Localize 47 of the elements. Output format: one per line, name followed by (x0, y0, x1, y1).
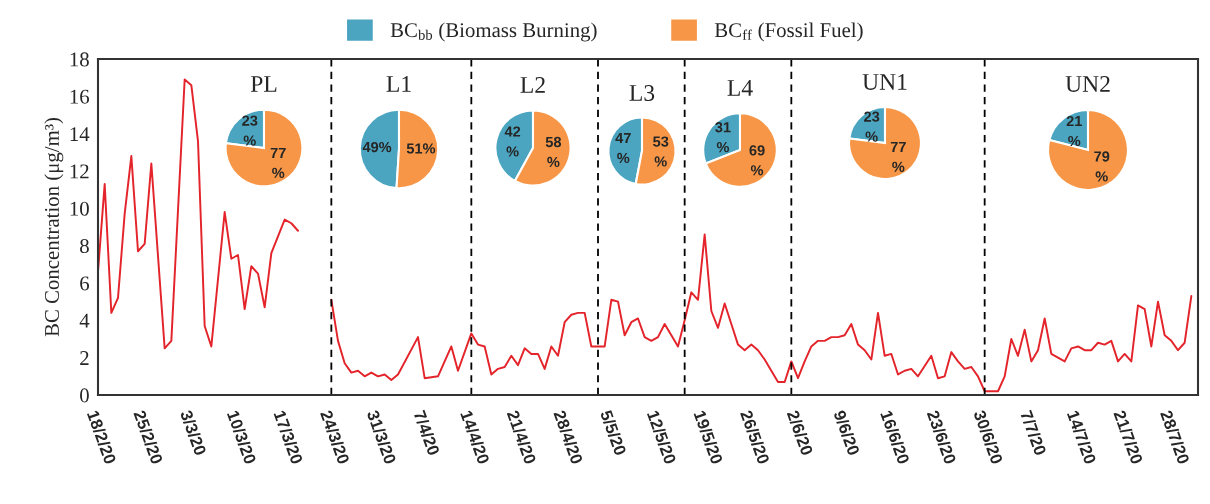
y-tick-label: 4 (79, 313, 90, 328)
y-tick-label: 0 (80, 388, 89, 403)
data-label: 77 % (890, 141, 906, 172)
data-label: 23 % (864, 111, 880, 142)
data-label: 42 % (504, 126, 521, 157)
pie-slice (847, 105, 923, 181)
data-label: 77 % (270, 147, 286, 178)
x-tick-label: 19/5/20 (693, 409, 724, 465)
chart-title: L4 (727, 80, 753, 96)
data-label: 47 % (615, 133, 631, 164)
y-tick-label: 12 (70, 164, 89, 179)
pie-slice (1046, 108, 1130, 192)
pie-slice (224, 108, 304, 188)
chart-title: L3 (629, 85, 655, 101)
data-label: 51% (406, 143, 436, 154)
y-tick-label: 6 (80, 276, 90, 291)
x-tick-label: 17/3/20 (273, 409, 304, 465)
data-label: 49% (362, 141, 392, 153)
y-tick-label: 8 (80, 239, 89, 254)
y-tick-label: 10 (70, 201, 89, 216)
legend-label: BC$_{bb}$ (Biomass Burning) (390, 22, 597, 42)
x-tick-label: 9/6/20 (833, 409, 861, 457)
chart-title: L2 (520, 77, 545, 93)
x-tick-label: 5/5/20 (599, 409, 627, 457)
data-label: 23 % (242, 115, 258, 146)
chart-title: UN1 (862, 74, 907, 90)
data-label: 79 % (1094, 151, 1110, 182)
data-label: 21 % (1066, 115, 1082, 147)
y-axis-title: BC Concentration (μg/m³) (44, 117, 64, 337)
x-tick-label: 2/6/20 (786, 409, 814, 457)
x-tick-label: 30/6/20 (973, 409, 1004, 465)
data-label: 58 % (545, 136, 562, 168)
chart-title: L1 (386, 76, 411, 92)
y-tick-label: 18 (70, 52, 89, 67)
x-tick-label: 7/4/20 (413, 409, 441, 457)
chart-title: UN2 (1065, 76, 1110, 92)
data-label: 69 % (749, 145, 765, 176)
y-tick-label: 14 (70, 127, 90, 141)
legend-label: BC$_{ff}$ (Fossil Fuel) (714, 22, 863, 42)
data-label: 53 % (653, 136, 669, 167)
y-tick-label: 2 (80, 351, 89, 365)
x-tick-label: 3/3/20 (179, 409, 207, 457)
text: PL (250, 76, 277, 92)
pie-slice (704, 112, 778, 188)
y-tick-label: 16 (70, 89, 90, 104)
data-label: 31 % (715, 122, 731, 153)
x-tick-label: 7/7/20 (1019, 409, 1047, 457)
